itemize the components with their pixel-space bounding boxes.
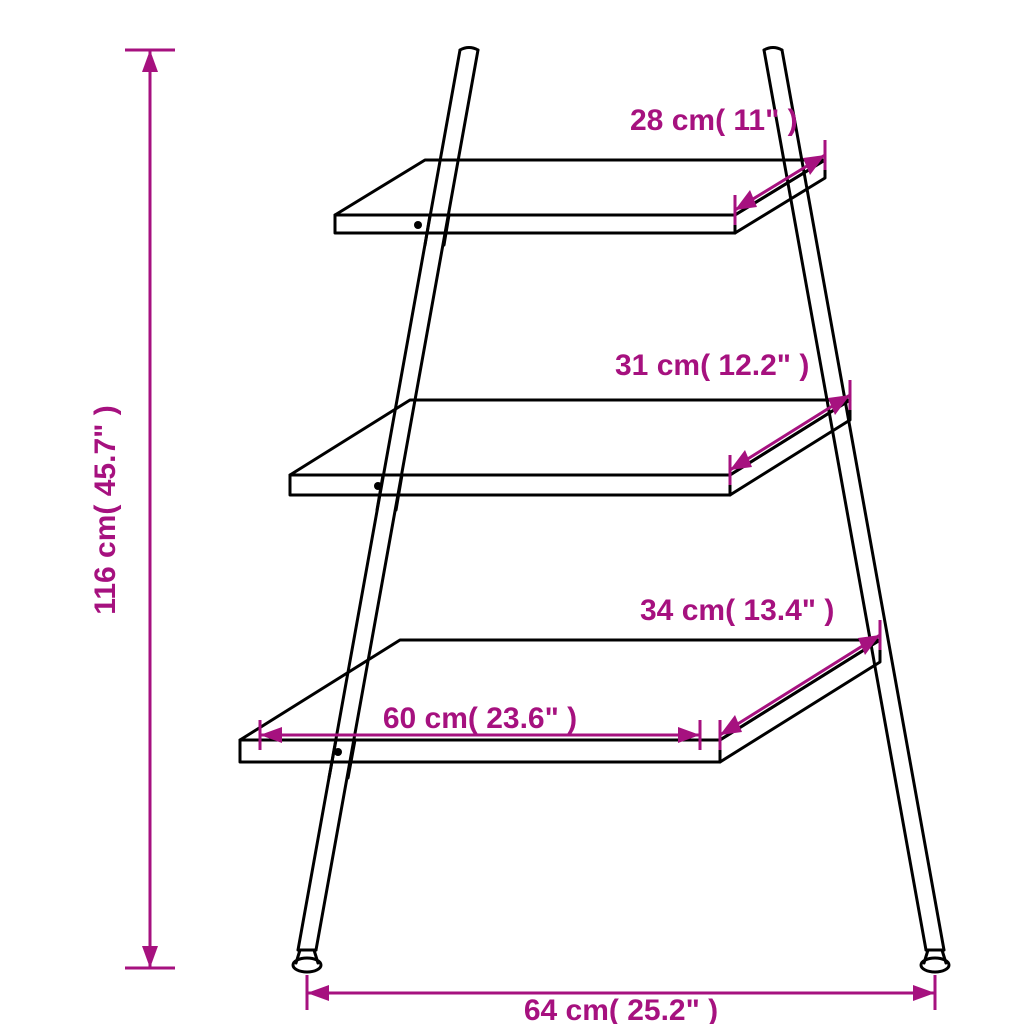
dim-top-depth-label: 28 cm( 11" ) [630,104,798,137]
dim-top-depth: 28 cm( 11" ) [630,104,825,225]
dim-mid-depth-label: 31 cm( 12.2" ) [615,349,809,382]
dim-mid-depth: 31 cm( 12.2" ) [615,349,850,485]
dim-base-width-label: 64 cm( 25.2" ) [524,994,718,1024]
dim-bottom-depth: 34 cm( 13.4" ) [640,594,880,750]
right-foot [921,950,949,972]
dimension-diagram: 116 cm( 45.7" ) 64 cm( 25.2" ) 60 cm( 23… [0,0,1024,1024]
dim-shelf-width: 60 cm( 23.6" ) [260,702,700,750]
dim-bottom-depth-label: 34 cm( 13.4" ) [640,594,834,627]
dim-height: 116 cm( 45.7" ) [89,50,175,968]
dim-shelf-width-label: 60 cm( 23.6" ) [383,702,577,735]
dim-height-label: 116 cm( 45.7" ) [89,405,122,614]
dim-base-width: 64 cm( 25.2" ) [307,975,935,1024]
ladder-shelf-outline [240,48,949,973]
left-foot [293,950,321,972]
